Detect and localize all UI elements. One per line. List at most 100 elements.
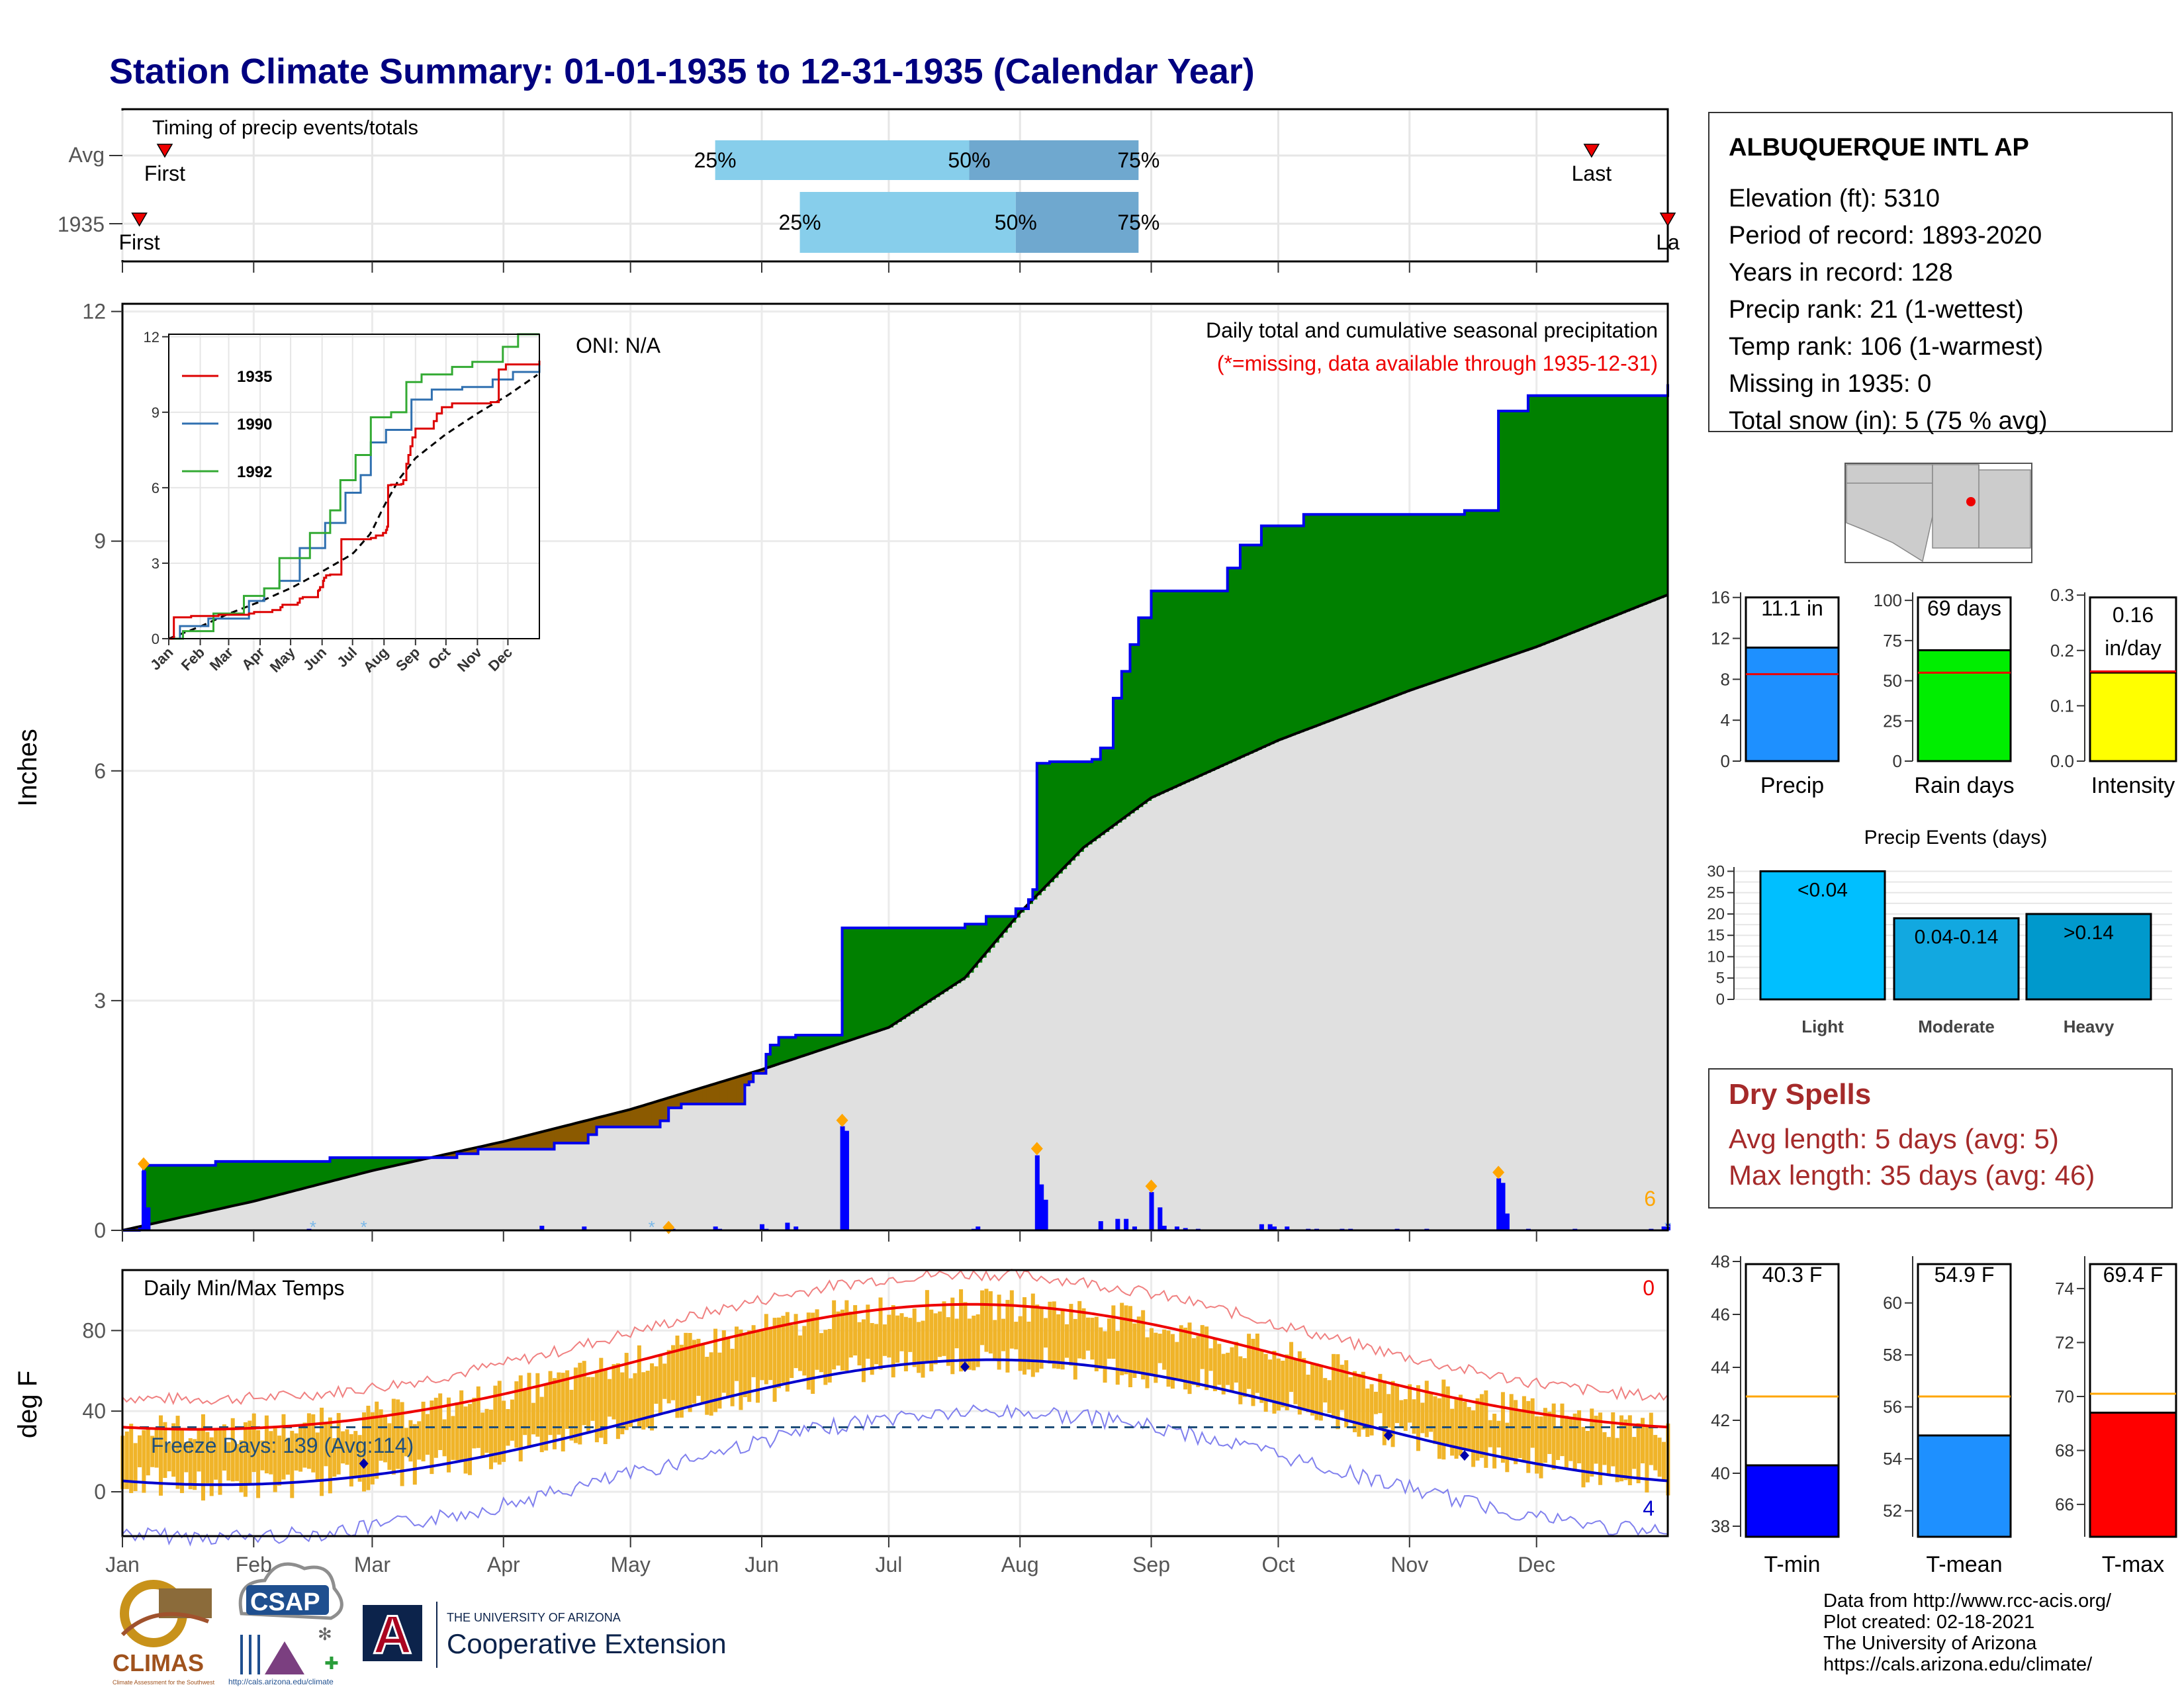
- above-normal-band: [224, 1161, 229, 1208]
- month-label: Nov: [1390, 1553, 1428, 1577]
- above-normal-band: [935, 927, 940, 997]
- daily-temp-bar: [1314, 1363, 1319, 1420]
- daily-temp-bar: [480, 1412, 485, 1458]
- above-normal-band: [177, 1165, 183, 1218]
- daily-precip-bar: [1504, 1213, 1510, 1230]
- daily-temp-bar: [1035, 1304, 1040, 1373]
- daily-temp-bar: [1018, 1316, 1023, 1371]
- daily-temp-bar: [578, 1363, 582, 1445]
- daily-temp-bar: [205, 1432, 210, 1484]
- below-normal-band: [135, 1227, 140, 1230]
- daily-temp-bar: [1073, 1318, 1077, 1380]
- daily-temp-bar: [569, 1389, 574, 1441]
- above-normal-band: [1451, 514, 1457, 676]
- above-normal-band: [796, 1034, 801, 1059]
- above-normal-band: [1520, 410, 1525, 653]
- inset-legend: 1935 1990 1992: [182, 368, 272, 481]
- above-normal-band: [1659, 395, 1664, 598]
- daily-temp-bar: [671, 1345, 676, 1400]
- daily-temp-bar: [912, 1308, 917, 1367]
- daily-temp-bar: [1023, 1297, 1027, 1375]
- daily-temp-bar: [1069, 1304, 1073, 1366]
- daily-precip-bar: [1267, 1224, 1273, 1230]
- above-normal-band: [1400, 514, 1406, 694]
- daily-temp-bar: [1399, 1400, 1404, 1428]
- above-normal-band: [1138, 617, 1144, 807]
- daily-temp-bar: [539, 1396, 544, 1453]
- above-normal-band: [1612, 395, 1617, 617]
- normal-cumulative-line: [122, 593, 1668, 1232]
- daily-temp-bar: [290, 1430, 295, 1498]
- daily-temp-bar: [713, 1328, 718, 1412]
- daily-temp-bar: [1408, 1384, 1412, 1423]
- daily-temp-bar: [629, 1378, 633, 1428]
- below-normal-band: [563, 1126, 568, 1144]
- daily-temp-bar: [285, 1438, 290, 1475]
- above-normal-band: [1426, 514, 1432, 685]
- events-bar-label: <0.04: [1797, 879, 1848, 901]
- daily-temp-bar: [273, 1428, 277, 1492]
- daily-temp-bar: [417, 1421, 422, 1460]
- above-normal-band: [1185, 590, 1190, 783]
- temp-y-tick-label: 40: [82, 1399, 106, 1423]
- above-normal-band: [965, 924, 970, 978]
- timing-p75-label: 75%: [1117, 210, 1160, 234]
- above-normal-band: [969, 924, 974, 973]
- above-normal-band: [372, 1158, 377, 1171]
- above-normal-band: [1414, 514, 1419, 690]
- daily-temp-bar: [942, 1301, 946, 1356]
- below-normal-band: [533, 1134, 538, 1150]
- daily-temp-bar: [459, 1390, 464, 1463]
- daily-temp-bar: [874, 1324, 879, 1365]
- above-normal-band: [1070, 761, 1075, 861]
- daily-temp-bar: [243, 1422, 248, 1497]
- daily-temp-bar: [1556, 1428, 1561, 1461]
- above-normal-band: [1308, 514, 1313, 729]
- summary-bar-value-unit: in/day: [2105, 636, 2161, 660]
- daily-temp-bar: [488, 1409, 493, 1469]
- above-normal-band: [406, 1158, 411, 1164]
- daily-temp-bar: [1619, 1415, 1624, 1482]
- above-normal-band: [897, 927, 902, 1023]
- timing-bar-50-75: [1015, 192, 1139, 253]
- above-normal-band: [312, 1161, 318, 1186]
- above-normal-band: [1041, 763, 1046, 891]
- above-normal-band: [1591, 395, 1596, 625]
- record-high-line: [122, 1269, 1668, 1406]
- daily-temp-bar: [620, 1372, 625, 1435]
- daily-precip-bar: [1124, 1218, 1129, 1230]
- summary-bars: 0 4 8 12 16 11.1 in Precip 0 25 50 75 100 69 days Rai…: [1711, 585, 2177, 798]
- daily-temp-bar: [743, 1334, 747, 1397]
- below-normal-band: [690, 1091, 695, 1105]
- above-normal-band: [1439, 514, 1444, 680]
- daily-temp-bar: [684, 1332, 688, 1409]
- timing-panel: 25% 50% 75% First Last 25% 50% 75% First La Timin…: [58, 108, 1680, 273]
- daily-temp-bar: [1234, 1342, 1238, 1383]
- daily-temp-bar: [1187, 1322, 1192, 1394]
- temp-y-tick-label: 0: [94, 1480, 106, 1504]
- precip-y-axis: 0 3 6 9 12: [82, 300, 1537, 1242]
- daily-temp-bar: [1598, 1412, 1603, 1485]
- daily-temp-bar: [1475, 1398, 1480, 1461]
- daily-temp-bar: [497, 1381, 502, 1465]
- summary-bar-value: 69 days: [1927, 596, 2001, 620]
- daily-temp-bar: [1581, 1427, 1586, 1488]
- daily-temp-bar: [658, 1354, 662, 1414]
- events-bar: [1893, 917, 2020, 1001]
- above-normal-band: [206, 1165, 212, 1212]
- above-normal-band: [1058, 761, 1063, 874]
- daily-temp-bar: [1158, 1334, 1162, 1363]
- daily-temp-bar: [997, 1295, 1001, 1370]
- daily-temp-bar: [1394, 1384, 1399, 1424]
- daily-temp-bar: [802, 1326, 807, 1376]
- daily-temp-bar: [1327, 1380, 1332, 1414]
- above-normal-band: [296, 1161, 301, 1191]
- heavy-event-marker: [1145, 1179, 1158, 1193]
- above-normal-band: [884, 927, 889, 1029]
- below-normal-band: [635, 1108, 640, 1127]
- above-normal-band: [1130, 644, 1135, 813]
- daily-precip-bar: [1272, 1226, 1277, 1230]
- daily-temp-bar: [1445, 1386, 1450, 1445]
- footer: Data from http://www.rcc-acis.org/ Plot …: [113, 1562, 2112, 1686]
- above-normal-band: [283, 1161, 289, 1194]
